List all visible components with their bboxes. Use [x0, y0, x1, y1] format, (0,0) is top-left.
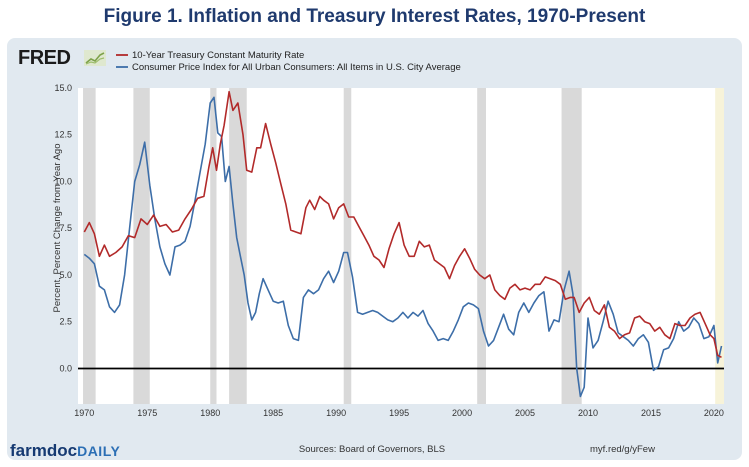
recession-band: [83, 88, 96, 404]
y-tick-label: 15.0: [54, 83, 72, 93]
recession-band: [561, 88, 582, 404]
x-tick-label: 2020: [704, 408, 724, 418]
legend-entry: 10-Year Treasury Constant Maturity Rate: [132, 50, 304, 61]
series-lines: [83, 90, 723, 398]
x-tick-label: 2010: [578, 408, 598, 418]
legend: 10-Year Treasury Constant Maturity RateC…: [116, 50, 461, 73]
figure-title: Figure 1. Inflation and Treasury Interes…: [103, 6, 646, 27]
series-line: [83, 96, 723, 398]
y-tick-label: 5.0: [59, 270, 72, 280]
recession-band: [477, 88, 486, 404]
recession-band: [210, 88, 217, 404]
y-axis-label: Percent, Percent Change from Year Ago: [52, 144, 63, 313]
axis-ticks: 15.0 12.5 10.0 7.5 5.0 2.5 0.0 1970 1975 1980 1985…: [54, 83, 723, 418]
recession-band: [133, 88, 150, 404]
fred-chart-icon: [84, 50, 106, 66]
x-tick-label: 1985: [263, 408, 283, 418]
fred-url: myf.red/g/yFew: [590, 444, 655, 455]
x-tick-label: 1975: [137, 408, 157, 418]
farmdoc-daily-logo: farmdocDAILY: [10, 441, 120, 461]
source-note: Sources: Board of Governors, BLS: [299, 444, 445, 455]
legend-entry: Consumer Price Index for All Urban Consu…: [132, 62, 461, 73]
fred-logo: FRED: [18, 47, 71, 69]
x-tick-label: 2005: [515, 408, 535, 418]
recession-band: [343, 88, 352, 404]
recession-band: [715, 88, 724, 404]
brand-sub: DAILY: [77, 443, 121, 459]
brand-main: farmdoc: [10, 441, 78, 460]
x-tick-label: 2015: [641, 408, 661, 418]
x-tick-label: 1995: [389, 408, 409, 418]
y-tick-label: 2.5: [59, 317, 72, 327]
x-tick-label: 2000: [452, 408, 472, 418]
x-tick-label: 1970: [74, 408, 94, 418]
series-line: [83, 90, 722, 359]
x-tick-label: 1990: [326, 408, 346, 418]
plot-area: [78, 88, 724, 404]
x-tick-label: 1980: [200, 408, 220, 418]
y-tick-label: 7.5: [59, 223, 72, 233]
y-tick-label: 10.0: [54, 176, 72, 186]
y-tick-label: 12.5: [54, 130, 72, 140]
y-tick-label: 0.0: [59, 363, 72, 373]
recession-bands: [78, 88, 724, 404]
